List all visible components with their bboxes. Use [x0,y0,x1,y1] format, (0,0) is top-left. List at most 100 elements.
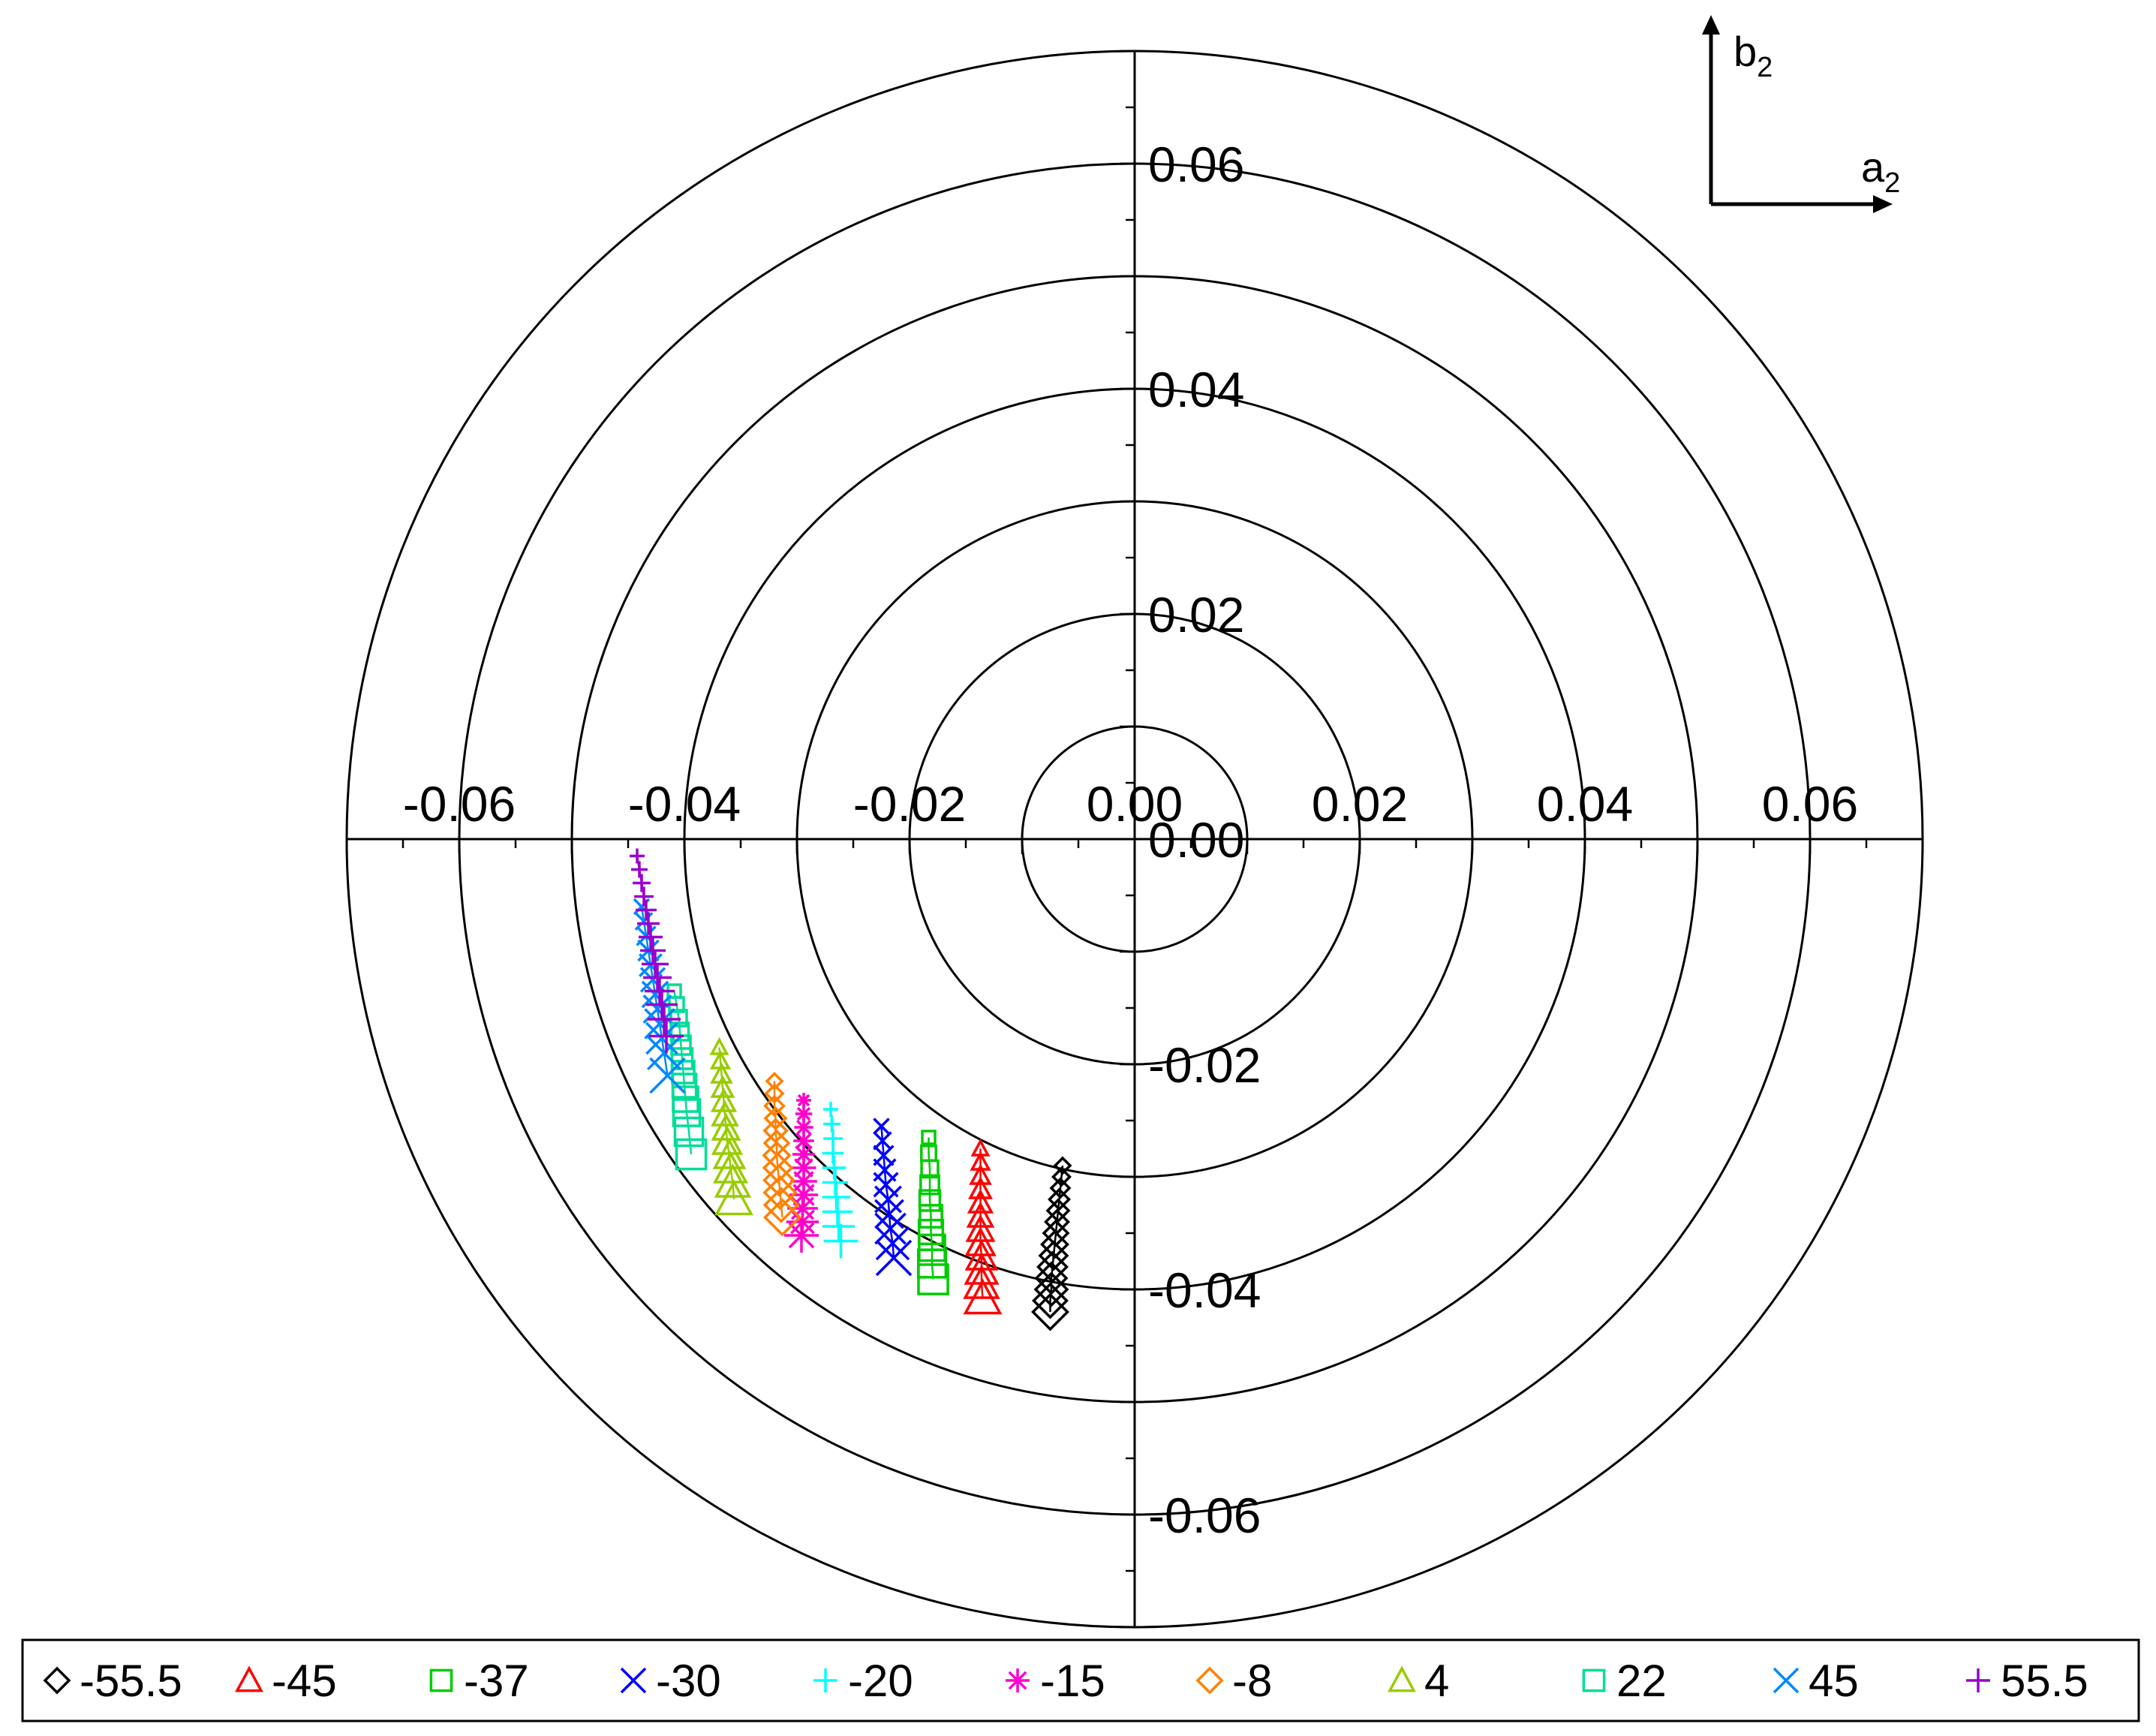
marker-shape [969,1163,992,1185]
marker-shape [921,1130,937,1145]
data-point [1038,1240,1069,1271]
data-point [796,1093,811,1108]
data-point [1045,1198,1071,1223]
y-tick-label: 0.00 [1148,812,1244,868]
data-point [631,861,648,878]
data-point [917,1263,949,1295]
data-point [965,1214,996,1242]
data-point [673,1116,705,1148]
marker-shape [1033,1271,1069,1307]
marker-shape [1036,1250,1069,1283]
marker-shape [796,1106,811,1121]
marker-shape [873,1172,899,1198]
marker-shape [919,1204,943,1229]
series--8 [762,1072,801,1237]
legend-label: 55.5 [2001,1656,2088,1706]
marker-shape [672,1098,702,1127]
data-point [966,1201,995,1228]
data-point [675,1138,708,1171]
data-point [640,937,666,964]
data-point [967,1189,994,1214]
data-point [646,988,678,1021]
marker-shape [1049,1177,1072,1199]
marker-shape [970,1151,991,1171]
series-line [928,1137,934,1280]
legend-label: -20 [848,1656,913,1706]
data-point [711,1112,741,1141]
legend-label: -15 [1040,1656,1105,1706]
data-point [762,1163,795,1197]
marker-shape [710,1088,738,1112]
data-point [762,1118,789,1144]
data-point [710,1088,738,1112]
marker-shape [968,1176,993,1199]
y-tick-label: -0.02 [1148,1037,1261,1093]
data-point [822,1210,855,1243]
marker-shape [644,1008,675,1039]
legend-label: 22 [1616,1656,1667,1706]
series--20 [822,1102,858,1259]
marker-shape [1038,1240,1069,1271]
data-point [633,874,651,892]
marker-shape [795,1145,813,1163]
data-point [670,1047,694,1070]
marker-shape [966,1201,995,1228]
inset-x-label-sub: 2 [1884,167,1900,199]
data-point [763,1094,786,1118]
legend-item: -8 [1195,1656,1272,1706]
data-point [875,1226,910,1261]
data-point [764,1083,785,1104]
data-point [639,925,663,949]
legend-item: -55.5 [43,1656,182,1706]
data-point [921,1130,937,1145]
data-point [711,1125,744,1155]
series--37 [916,1130,949,1295]
x-tick-label: 0.06 [1762,776,1858,832]
data-point [920,1159,940,1179]
marker-shape [788,1222,815,1249]
axes [345,50,1924,1629]
marker-shape [963,1265,1000,1299]
data-point [649,1018,684,1054]
data-point [637,912,660,935]
marker-shape [1045,1198,1071,1223]
marker-shape [711,1112,741,1141]
legend-label: -45 [272,1656,337,1706]
legend-marker [1388,1665,1416,1692]
marker-shape [1031,1292,1069,1331]
data-point [1040,1229,1069,1259]
legend: -55.5 -45 -37 -30 -20 -15 -8 4 22 45 55.5 [21,1638,2140,1722]
legend-marker [1195,1666,1224,1695]
data-point [630,848,645,864]
series-22 [666,983,708,1171]
marker-shape [429,1668,453,1692]
marker-shape [918,1189,942,1212]
marker-shape [1582,1668,1606,1692]
legend-item: 55.5 [1966,1656,2088,1706]
marker-shape [1040,1229,1069,1259]
series-line [979,1148,984,1299]
marker-shape [1773,1667,1800,1694]
legend-marker [1006,1668,1030,1692]
data-point [874,1199,904,1229]
data-point [873,1118,890,1135]
marker-shape [1051,1166,1072,1187]
marker-shape [620,1667,647,1694]
data-point [672,1098,702,1127]
data-point [1048,1187,1071,1211]
marker-shape [764,1083,785,1104]
y-tick-label: 0.02 [1148,587,1244,642]
legend-item: 22 [1582,1656,1667,1706]
x-tick-label: 0.02 [1312,776,1408,832]
data-point [762,1152,794,1184]
data-series [630,848,1072,1331]
inset-x-label: a2 [1861,143,1900,199]
marker-shape [673,1116,705,1148]
data-point [918,1189,942,1212]
data-point [634,886,654,907]
data-point [1032,1282,1069,1319]
legend-item: -45 [235,1656,337,1706]
data-point [963,1265,1000,1299]
legend-label: -30 [656,1656,721,1706]
legend-label: 45 [1809,1656,1859,1706]
